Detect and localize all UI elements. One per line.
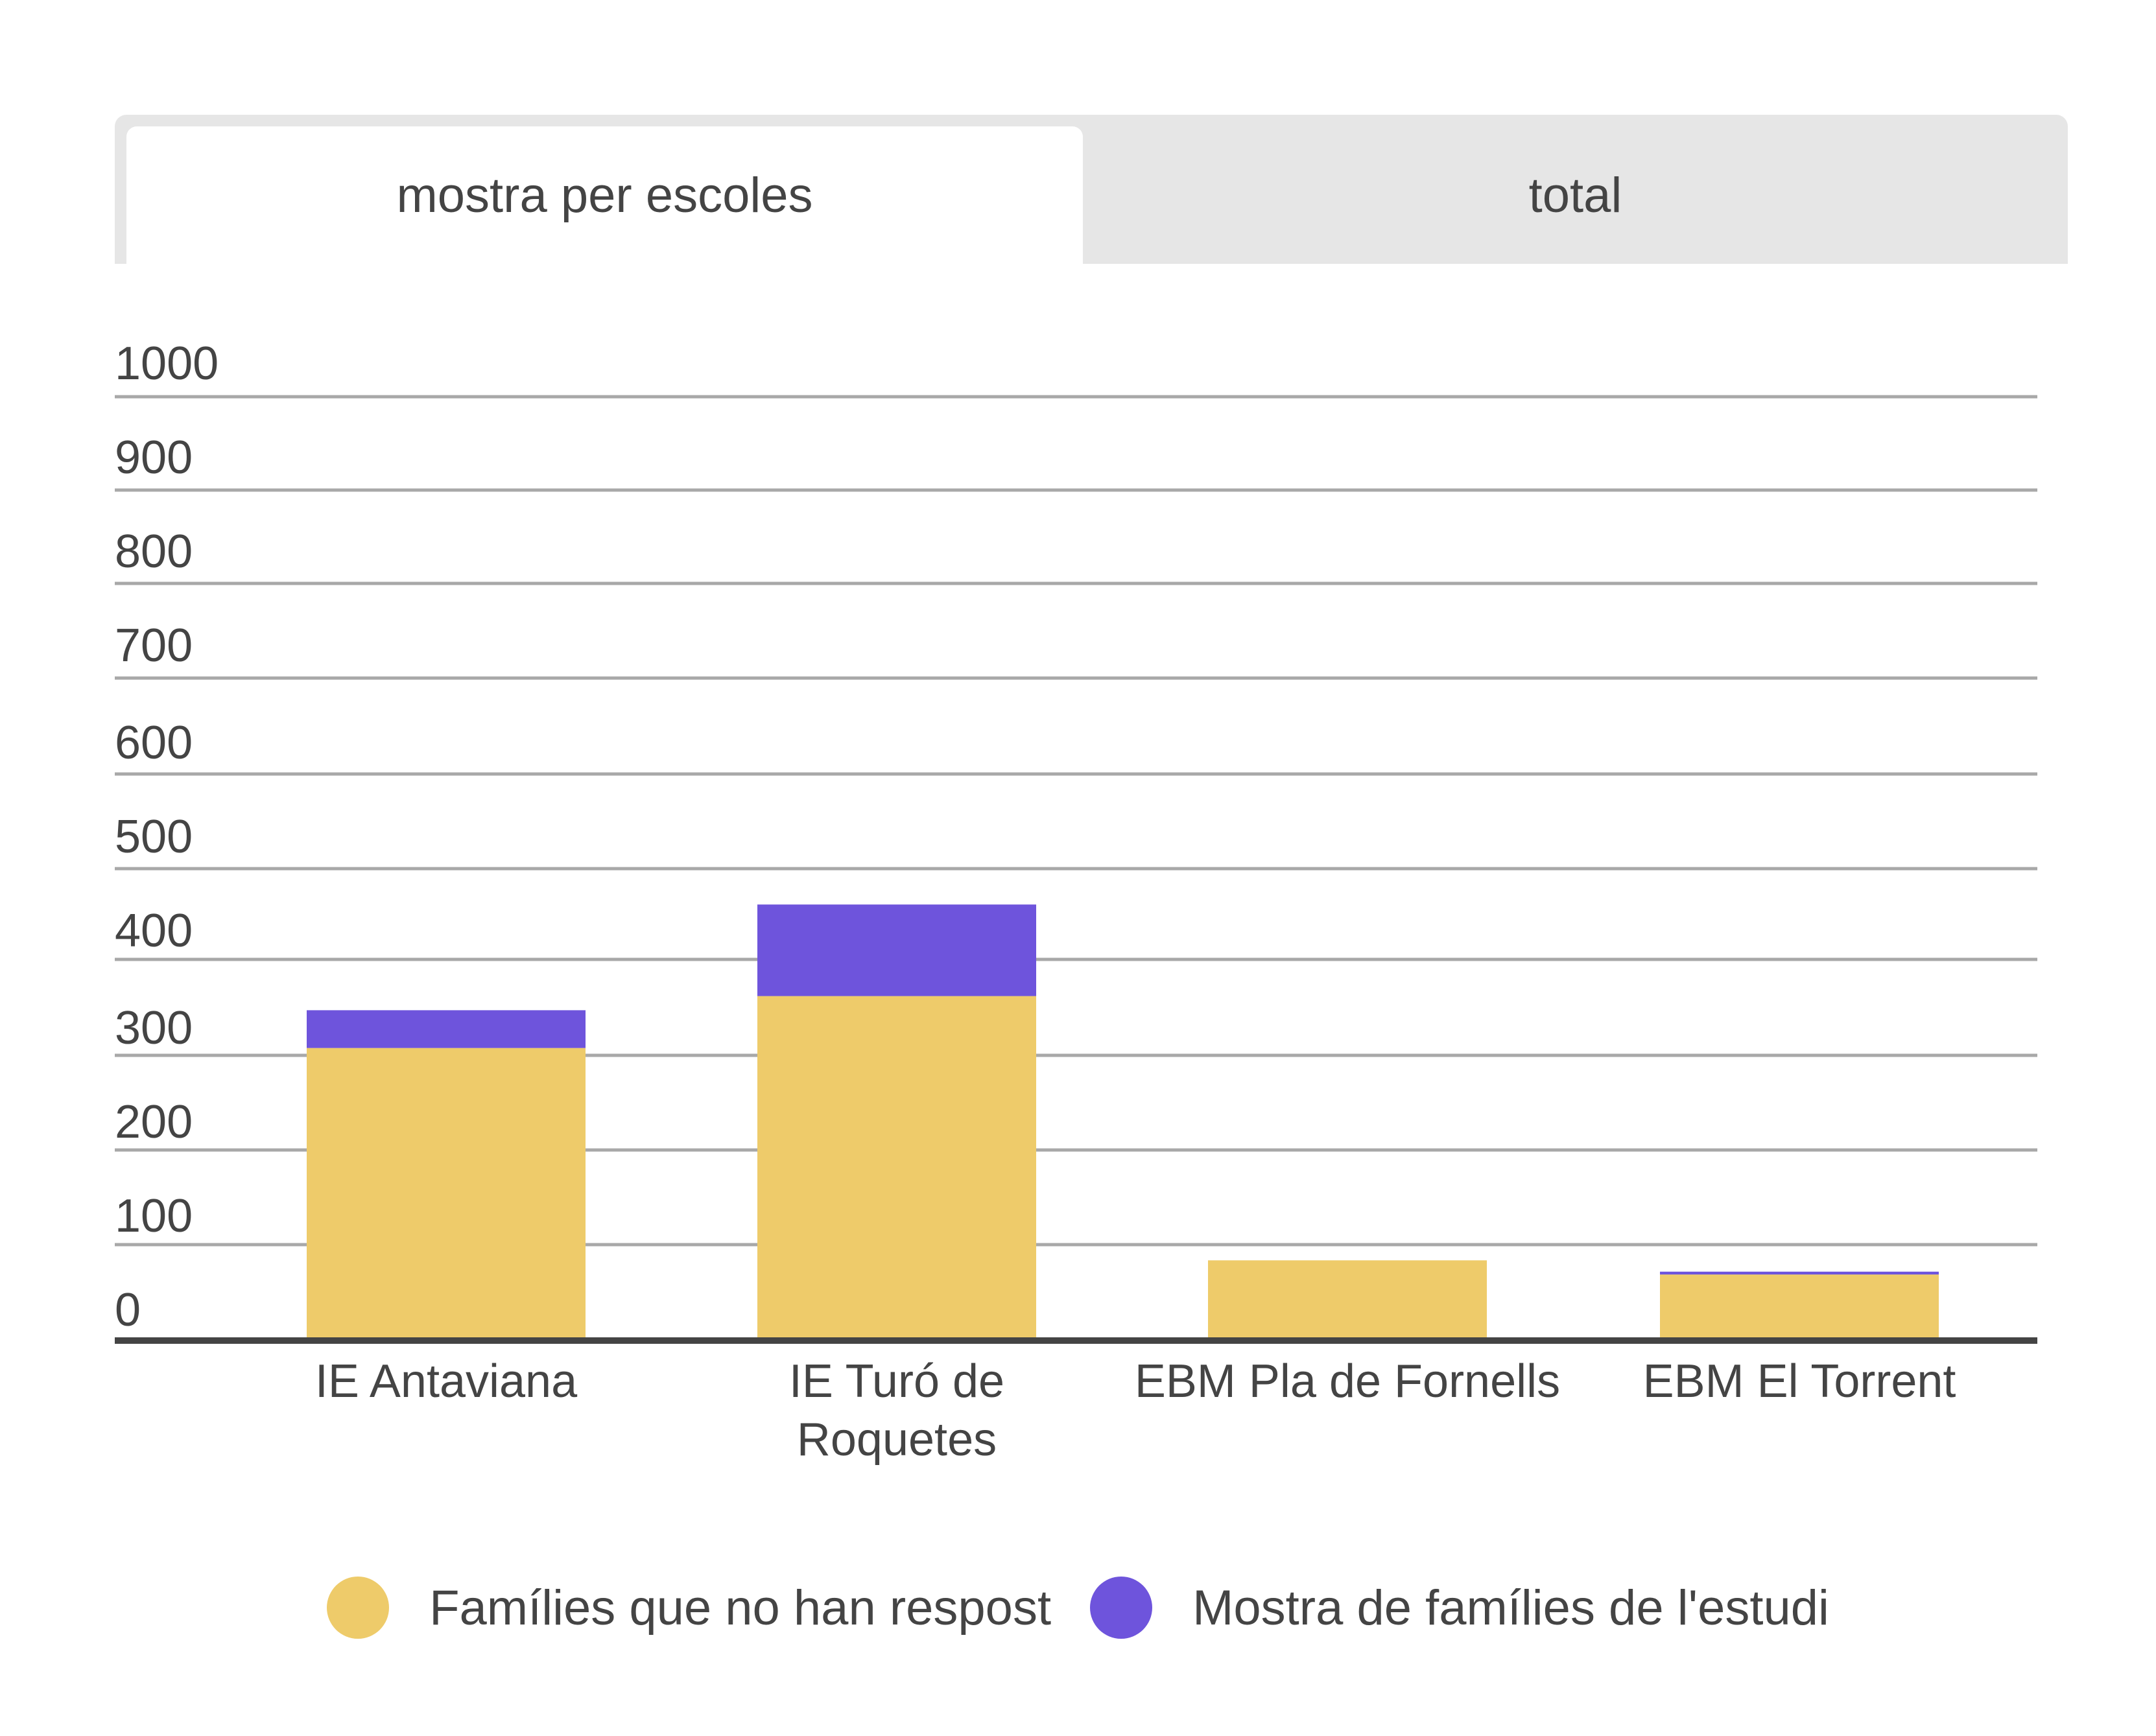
y-tick-label-600: 600	[115, 717, 193, 769]
bar-1-series-1[interactable]	[757, 904, 1036, 996]
bar-1-series-0[interactable]	[757, 996, 1036, 1341]
y-tick-label-500: 500	[115, 811, 193, 863]
y-tick-label-100: 100	[115, 1190, 193, 1242]
legend-swatch-no-response	[327, 1577, 390, 1639]
y-tick-label-700: 700	[115, 620, 193, 672]
x-category-label-3: EBM El Torrent	[1643, 1355, 1956, 1407]
y-tick-label-900: 900	[115, 432, 193, 484]
legend: Famílies que no han respost Mostra de fa…	[0, 1572, 2156, 1643]
tab-mostra-per-escoles[interactable]: mostra per escoles	[126, 126, 1083, 264]
legend-label-no-response: Famílies que no han respost	[429, 1580, 1052, 1636]
y-tick-label-800: 800	[115, 526, 193, 578]
y-tick-label-400: 400	[115, 905, 193, 957]
y-tick-label-200: 200	[115, 1096, 193, 1148]
bar-2-series-0[interactable]	[1208, 1260, 1487, 1341]
bar-0-series-1[interactable]	[307, 1010, 586, 1048]
y-tick-label-0: 0	[115, 1284, 141, 1336]
legend-swatch-sample	[1090, 1577, 1153, 1639]
legend-item-no-response[interactable]: Famílies que no han respost	[327, 1577, 1051, 1639]
bar-0-series-0[interactable]	[307, 1048, 586, 1341]
x-category-label-0: IE Antaviana	[315, 1355, 578, 1407]
y-tick-label-1000: 1000	[115, 338, 219, 390]
x-category-label-1: IE Turó de Roquetes	[789, 1355, 1004, 1466]
y-tick-label-300: 300	[115, 1002, 193, 1054]
x-category-label-2: EBM Pla de Fornells	[1135, 1355, 1560, 1407]
bar-3-series-1[interactable]	[1660, 1271, 1939, 1275]
tab-total[interactable]: total	[1528, 167, 1622, 223]
tab-bar: mostra per escoles total	[115, 115, 2068, 264]
legend-item-sample[interactable]: Mostra de famílies de l'estudi	[1090, 1577, 1829, 1639]
bar-3-series-0[interactable]	[1660, 1274, 1939, 1341]
legend-label-sample: Mostra de famílies de l'estudi	[1192, 1580, 1829, 1636]
y-axis-ticks: 0 100 200 300 400 500 600 700 800 900 1000	[115, 338, 219, 1336]
gridlines	[115, 395, 2037, 1247]
x-axis-labels: IE Antaviana IE Turó de Roquetes EBM Pla de…	[315, 1355, 1956, 1466]
bars	[307, 904, 1939, 1341]
